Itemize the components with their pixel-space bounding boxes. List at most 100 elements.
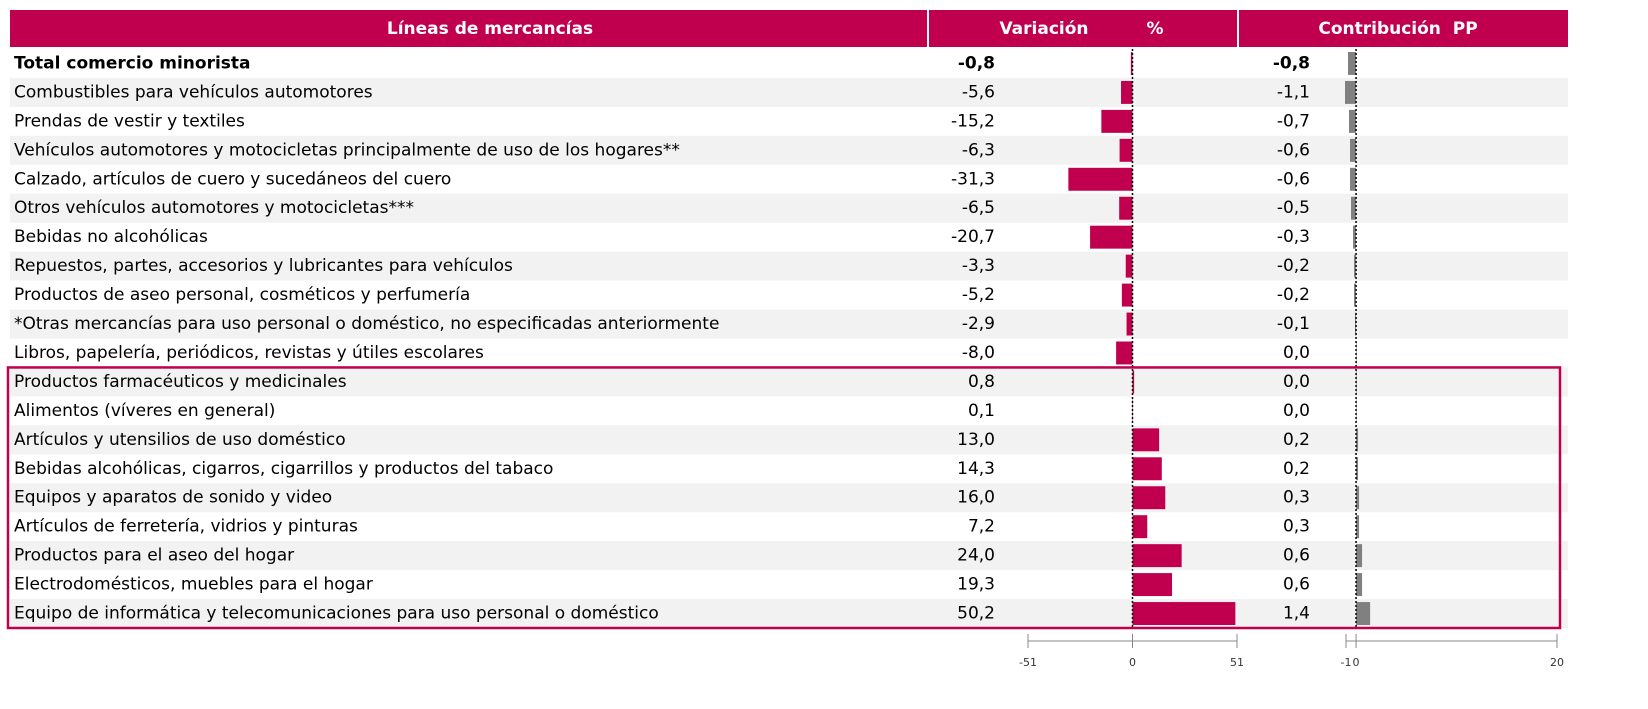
bar — [1354, 254, 1357, 278]
bar — [1068, 167, 1133, 191]
row-bg — [10, 193, 1568, 223]
value-label: 14,3 — [957, 459, 995, 479]
bar — [1356, 602, 1371, 625]
bar — [1344, 80, 1357, 104]
value-label: 50,2 — [957, 604, 995, 624]
row-label: Libros, papelería, periódicos, revistas … — [14, 343, 484, 363]
row-label: *Otras mercancías para uso personal o do… — [14, 314, 719, 334]
value-label: -0,3 — [1277, 227, 1310, 247]
value-label: 0,0 — [1283, 401, 1310, 421]
value-label: 0,3 — [1283, 517, 1310, 537]
row-label: Bebidas no alcohólicas — [14, 227, 208, 247]
header: Variación — [999, 19, 1088, 39]
bar — [1132, 602, 1236, 625]
bar — [1121, 283, 1133, 307]
header: % — [1146, 19, 1163, 39]
value-label: 0,1 — [968, 401, 995, 421]
bar — [1132, 370, 1135, 394]
value-label: 0,0 — [1283, 343, 1310, 363]
bar — [1355, 312, 1357, 336]
row-label: Equipo de informática y telecomunicacion… — [14, 604, 659, 624]
header: Contribución PP — [1318, 19, 1477, 39]
highlight-box — [6, 366, 1562, 630]
value-label: -31,3 — [951, 169, 995, 189]
value-label: -1,1 — [1277, 82, 1310, 102]
row-label: Alimentos (víveres en general) — [14, 401, 275, 421]
row-label: Electrodomésticos, muebles para el hogar — [14, 575, 373, 595]
bar — [1132, 457, 1162, 481]
row-bg — [10, 251, 1568, 281]
row-bg — [10, 135, 1568, 165]
x-tick-label: 0 — [1353, 656, 1360, 669]
row-label: Total comercio minorista — [14, 53, 251, 73]
bar — [1132, 486, 1166, 510]
value-label: 0,8 — [968, 372, 995, 392]
bar — [1354, 283, 1357, 307]
value-label: -2,9 — [962, 314, 995, 334]
bar — [1350, 138, 1357, 162]
bar — [1351, 196, 1357, 220]
bar — [1356, 573, 1363, 597]
bar — [1349, 109, 1357, 133]
x-tick-label: 51 — [1230, 656, 1244, 669]
value-label: 0,3 — [1283, 488, 1310, 508]
bar — [1121, 80, 1133, 104]
row-label: Bebidas alcohólicas, cigarros, cigarrill… — [14, 459, 553, 479]
value-label: 19,3 — [957, 575, 995, 595]
value-label: -0,2 — [1277, 256, 1310, 276]
x-tick-label: 0 — [1129, 656, 1136, 669]
bar — [1090, 225, 1133, 249]
bar — [1132, 428, 1160, 452]
row-label: Otros vehículos automotores y motociclet… — [14, 198, 414, 218]
bar — [1132, 544, 1182, 568]
value-label: 0,0 — [1283, 372, 1310, 392]
x-tick-label: -51 — [1019, 656, 1037, 669]
row-label: Repuestos, partes, accesorios y lubrican… — [14, 256, 513, 276]
bar — [1132, 515, 1148, 539]
value-label: 0,2 — [1283, 430, 1310, 450]
value-label: -20,7 — [951, 227, 995, 247]
row-label: Calzado, artículos de cuero y sucedáneos… — [14, 169, 451, 189]
value-label: 0,2 — [1283, 459, 1310, 479]
row-bg — [10, 541, 1568, 571]
bar — [1356, 486, 1360, 510]
value-label: -0,1 — [1277, 314, 1310, 334]
bar — [1350, 167, 1357, 191]
value-label: -8,0 — [962, 343, 995, 363]
value-label: 16,0 — [957, 488, 995, 508]
bar — [1132, 573, 1173, 597]
value-label: -0,2 — [1277, 285, 1310, 305]
x-tick-label: 20 — [1550, 656, 1564, 669]
row-label: Productos farmacéuticos y medicinales — [14, 372, 347, 392]
header-bg — [10, 10, 1568, 47]
value-label: 0,6 — [1283, 546, 1310, 566]
value-label: -3,3 — [962, 256, 995, 276]
x-tick-label: -1 — [1341, 656, 1352, 669]
value-label: -0,6 — [1277, 140, 1310, 160]
bar — [1101, 109, 1133, 133]
bar — [1348, 52, 1357, 75]
header: Líneas de mercancías — [387, 19, 593, 39]
row-bg — [10, 425, 1568, 455]
bar — [1119, 196, 1133, 220]
bar — [1130, 52, 1133, 75]
value-label: -15,2 — [951, 111, 995, 131]
row-label: Artículos de ferretería, vidrios y pintu… — [14, 517, 358, 537]
value-label: -0,7 — [1277, 111, 1310, 131]
row-label: Prendas de vestir y textiles — [14, 111, 245, 131]
value-label: -5,2 — [962, 285, 995, 305]
row-bg — [10, 77, 1568, 107]
row-label: Productos para el aseo del hogar — [14, 546, 294, 566]
row-label: Vehículos automotores y motocicletas pri… — [14, 140, 680, 160]
value-label: -6,5 — [962, 198, 995, 218]
bar — [1356, 515, 1360, 539]
bar — [1356, 457, 1359, 481]
row-label: Artículos y utensilios de uso doméstico — [14, 430, 346, 450]
value-label: 0,6 — [1283, 575, 1310, 595]
bar — [1116, 341, 1133, 365]
value-label: 7,2 — [968, 517, 995, 537]
bar — [1356, 341, 1357, 365]
value-label: -0,8 — [1273, 53, 1310, 73]
row-bg — [10, 309, 1568, 339]
